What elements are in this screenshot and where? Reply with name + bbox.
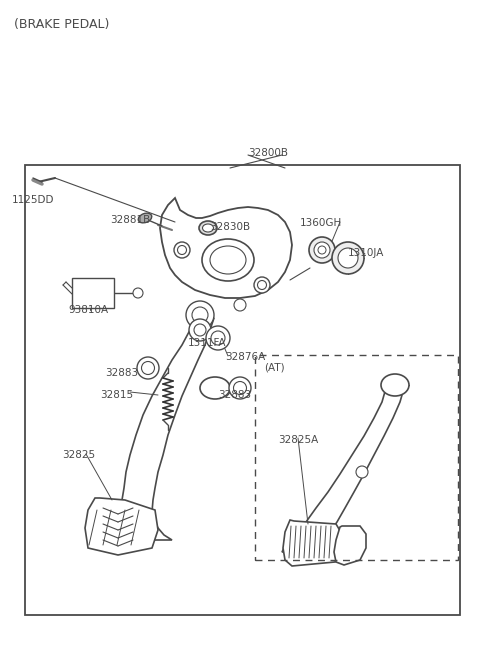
Circle shape — [189, 319, 211, 341]
Circle shape — [318, 246, 326, 254]
Text: 32825A: 32825A — [278, 435, 318, 445]
Text: 32881B: 32881B — [110, 215, 150, 225]
Circle shape — [142, 362, 155, 375]
Text: 32883: 32883 — [218, 390, 251, 400]
Circle shape — [229, 377, 251, 399]
Bar — [72, 278, 114, 308]
Text: (AT): (AT) — [264, 362, 285, 372]
Bar — [255, 355, 458, 560]
Circle shape — [309, 237, 335, 263]
Text: 32825: 32825 — [62, 450, 95, 460]
Text: 93810A: 93810A — [68, 305, 108, 315]
Text: 32815: 32815 — [100, 390, 133, 400]
Circle shape — [314, 242, 330, 258]
Circle shape — [194, 324, 206, 336]
Polygon shape — [283, 520, 342, 566]
Text: 32876A: 32876A — [225, 352, 265, 362]
Circle shape — [356, 466, 368, 478]
Circle shape — [186, 301, 214, 329]
Circle shape — [211, 331, 225, 345]
Polygon shape — [85, 498, 158, 555]
Text: 32830B: 32830B — [210, 222, 250, 232]
Text: 1360GH: 1360GH — [300, 218, 342, 228]
Circle shape — [174, 242, 190, 258]
Circle shape — [192, 307, 208, 323]
Circle shape — [234, 299, 246, 311]
Bar — [25, 165, 460, 615]
Circle shape — [338, 248, 358, 268]
Circle shape — [206, 326, 230, 350]
Polygon shape — [122, 318, 214, 540]
Ellipse shape — [138, 213, 152, 223]
Circle shape — [233, 381, 247, 394]
Polygon shape — [220, 258, 232, 270]
Ellipse shape — [200, 377, 230, 399]
Ellipse shape — [203, 224, 214, 232]
Polygon shape — [282, 388, 404, 552]
Text: 1125DD: 1125DD — [12, 195, 55, 205]
Circle shape — [332, 242, 364, 274]
Ellipse shape — [210, 246, 246, 274]
Text: (BRAKE PEDAL): (BRAKE PEDAL) — [14, 18, 109, 31]
Ellipse shape — [199, 221, 217, 235]
Ellipse shape — [381, 374, 409, 396]
Text: 1310JA: 1310JA — [348, 248, 384, 258]
Ellipse shape — [202, 239, 254, 281]
Polygon shape — [334, 526, 366, 565]
Circle shape — [133, 288, 143, 298]
Text: 1311FA: 1311FA — [188, 338, 227, 348]
Circle shape — [254, 277, 270, 293]
Circle shape — [137, 357, 159, 379]
Circle shape — [257, 280, 266, 290]
Polygon shape — [160, 198, 292, 298]
Text: 32800B: 32800B — [248, 148, 288, 158]
Circle shape — [178, 246, 187, 255]
Text: 32883: 32883 — [105, 368, 138, 378]
